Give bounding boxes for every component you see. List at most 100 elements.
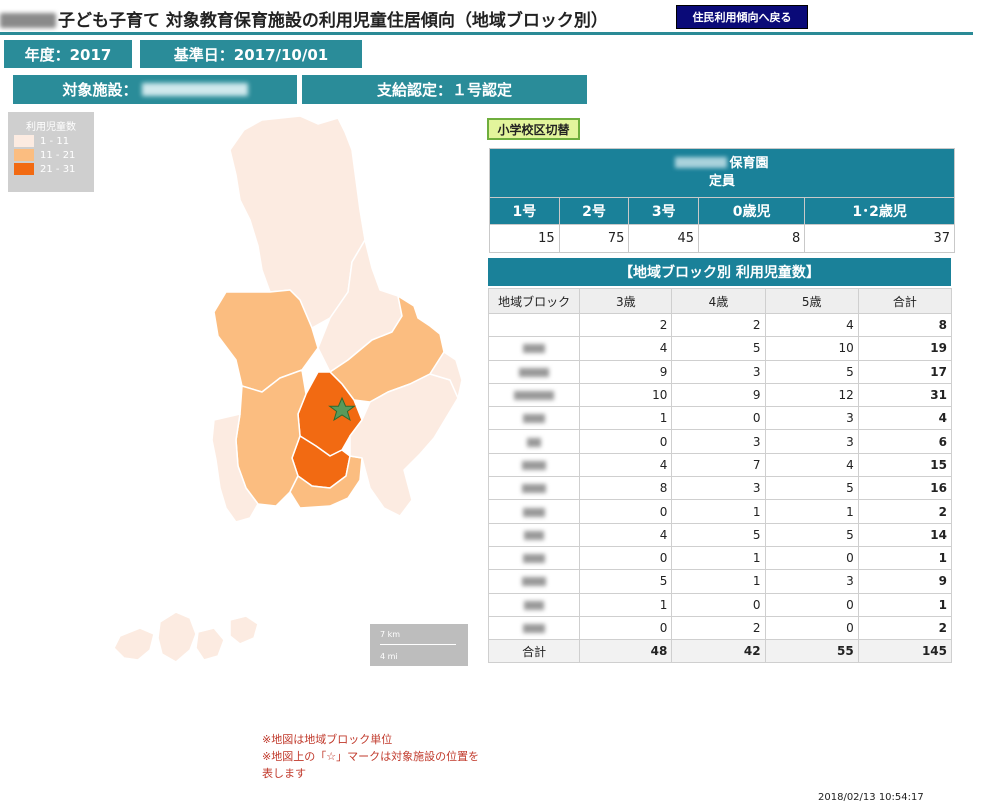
block-total-cell: 4 [857,406,953,431]
capacity-col-header: 0歳児 [698,197,806,225]
block-value-cell: 5 [579,569,673,594]
block-name-cell [487,592,581,617]
block-value-cell: 0 [579,499,673,524]
legend-item: 11 - 21 [14,148,94,162]
block-total-cell: 1 [857,545,953,571]
redacted-block-name [522,577,547,587]
redacted-facility-name [141,83,248,96]
block-col-header: 5歳 [764,288,859,314]
map-region [429,351,463,399]
block-value-cell: 0 [671,406,766,431]
choropleth-map[interactable] [100,110,470,680]
block-name-cell [487,522,581,547]
legend-swatch [14,163,34,175]
legend-title: 利用児童数 [26,122,76,133]
block-value-cell: 1 [764,499,859,524]
capacity-col-header: 1･2歳児 [804,197,955,225]
capacity-col-header: 3号 [628,197,700,225]
block-value-cell: 9 [579,359,673,384]
map-region [211,413,259,523]
facility-star-icon [328,396,356,422]
block-value-cell: 0 [764,592,859,617]
block-name-cell [487,452,581,478]
map-notes: ※地図は地域ブロック単位 ※地図上の「☆」マークは対象施設の位置を 表します [262,733,480,780]
redacted-block-name [514,391,555,401]
page-title: 子ども子育て 対象教育保育施設の利用児童住居傾向（地域ブロック別） [0,6,608,31]
certification-label: 支給認定：１号認定 [302,75,587,104]
block-value-cell: 0 [764,545,859,571]
map-region [195,627,225,661]
block-total-cell: 17 [857,359,953,384]
block-total-cell: 16 [857,476,953,501]
block-value-cell: 7 [671,452,766,478]
block-value-cell: 1 [579,406,673,431]
block-name-cell [487,359,581,384]
block-value-cell: 0 [579,615,673,641]
block-value-cell: 2 [671,615,766,641]
block-value-cell: 4 [579,452,673,478]
block-name-cell [487,429,581,454]
block-name-cell [487,336,581,361]
block-value-cell: 2 [671,312,766,338]
redacted-block-name [522,460,547,470]
block-total-cell: 2 [857,615,953,641]
capacity-table: 保育園 定員 1号 2号 3号 0歳児 1･2歳児 15 75 45 8 37 [489,148,955,253]
redacted-block-name [523,624,546,633]
back-to-resident-trend-button[interactable]: 住民利用傾向へ戻る [676,5,808,29]
map-region [157,611,197,663]
map-region [289,455,363,509]
redacted-nursery-name [675,157,728,168]
capacity-cell: 15 [489,224,560,253]
block-value-cell: 1 [579,592,673,617]
redacted-block-name [523,507,546,517]
map-scale-bar: 7 km 4 mi [370,624,468,666]
block-name-cell [487,615,581,641]
block-total-cell: 14 [857,522,953,547]
block-value-cell: 3 [671,429,766,454]
sum-value-cell: 145 [857,639,953,664]
block-value-cell: 4 [764,312,859,338]
capacity-col-header: 2号 [558,197,630,225]
block-name-cell [487,312,581,338]
block-name-cell [487,476,581,501]
block-value-cell: 2 [579,312,673,338]
sum-value-cell: 48 [579,639,673,664]
block-value-cell: 0 [579,545,673,571]
redacted-block-name [524,600,545,610]
redacted-block-name [523,414,546,424]
block-total-cell: 2 [857,499,953,524]
redacted-city-name [0,13,56,28]
block-name-cell [487,569,581,594]
block-value-cell: 8 [579,476,673,501]
table-row: 4 5 10 19 [487,336,953,361]
base-date-label: 基準日：2017/10/01 [140,40,362,68]
school-district-switch-button[interactable]: 小学校区切替 [487,118,580,140]
block-col-header: 地域ブロック [487,288,581,314]
block-name-cell [487,545,581,571]
block-value-cell: 4 [764,452,859,478]
capacity-cell: 37 [804,224,955,253]
map-region [349,373,459,517]
block-total-cell: 1 [857,592,953,617]
table-row: 10 9 12 31 [487,382,953,408]
block-value-cell: 5 [764,476,859,501]
block-value-cell: 0 [764,615,859,641]
redacted-block-name [523,554,546,564]
redacted-block-name [519,367,550,377]
block-value-cell: 12 [764,382,859,408]
redacted-block-name [522,484,547,494]
sum-row: 合計 48 42 55 145 [487,639,953,664]
capacity-col-header: 1号 [489,197,560,225]
block-value-cell: 0 [671,592,766,617]
capacity-cell: 75 [558,224,630,253]
block-col-header: 3歳 [579,288,673,314]
scale-line [380,644,456,645]
block-table-title: 【地域ブロック別 利用児童数】 [488,258,951,286]
legend-item: 21 - 31 [14,162,94,176]
